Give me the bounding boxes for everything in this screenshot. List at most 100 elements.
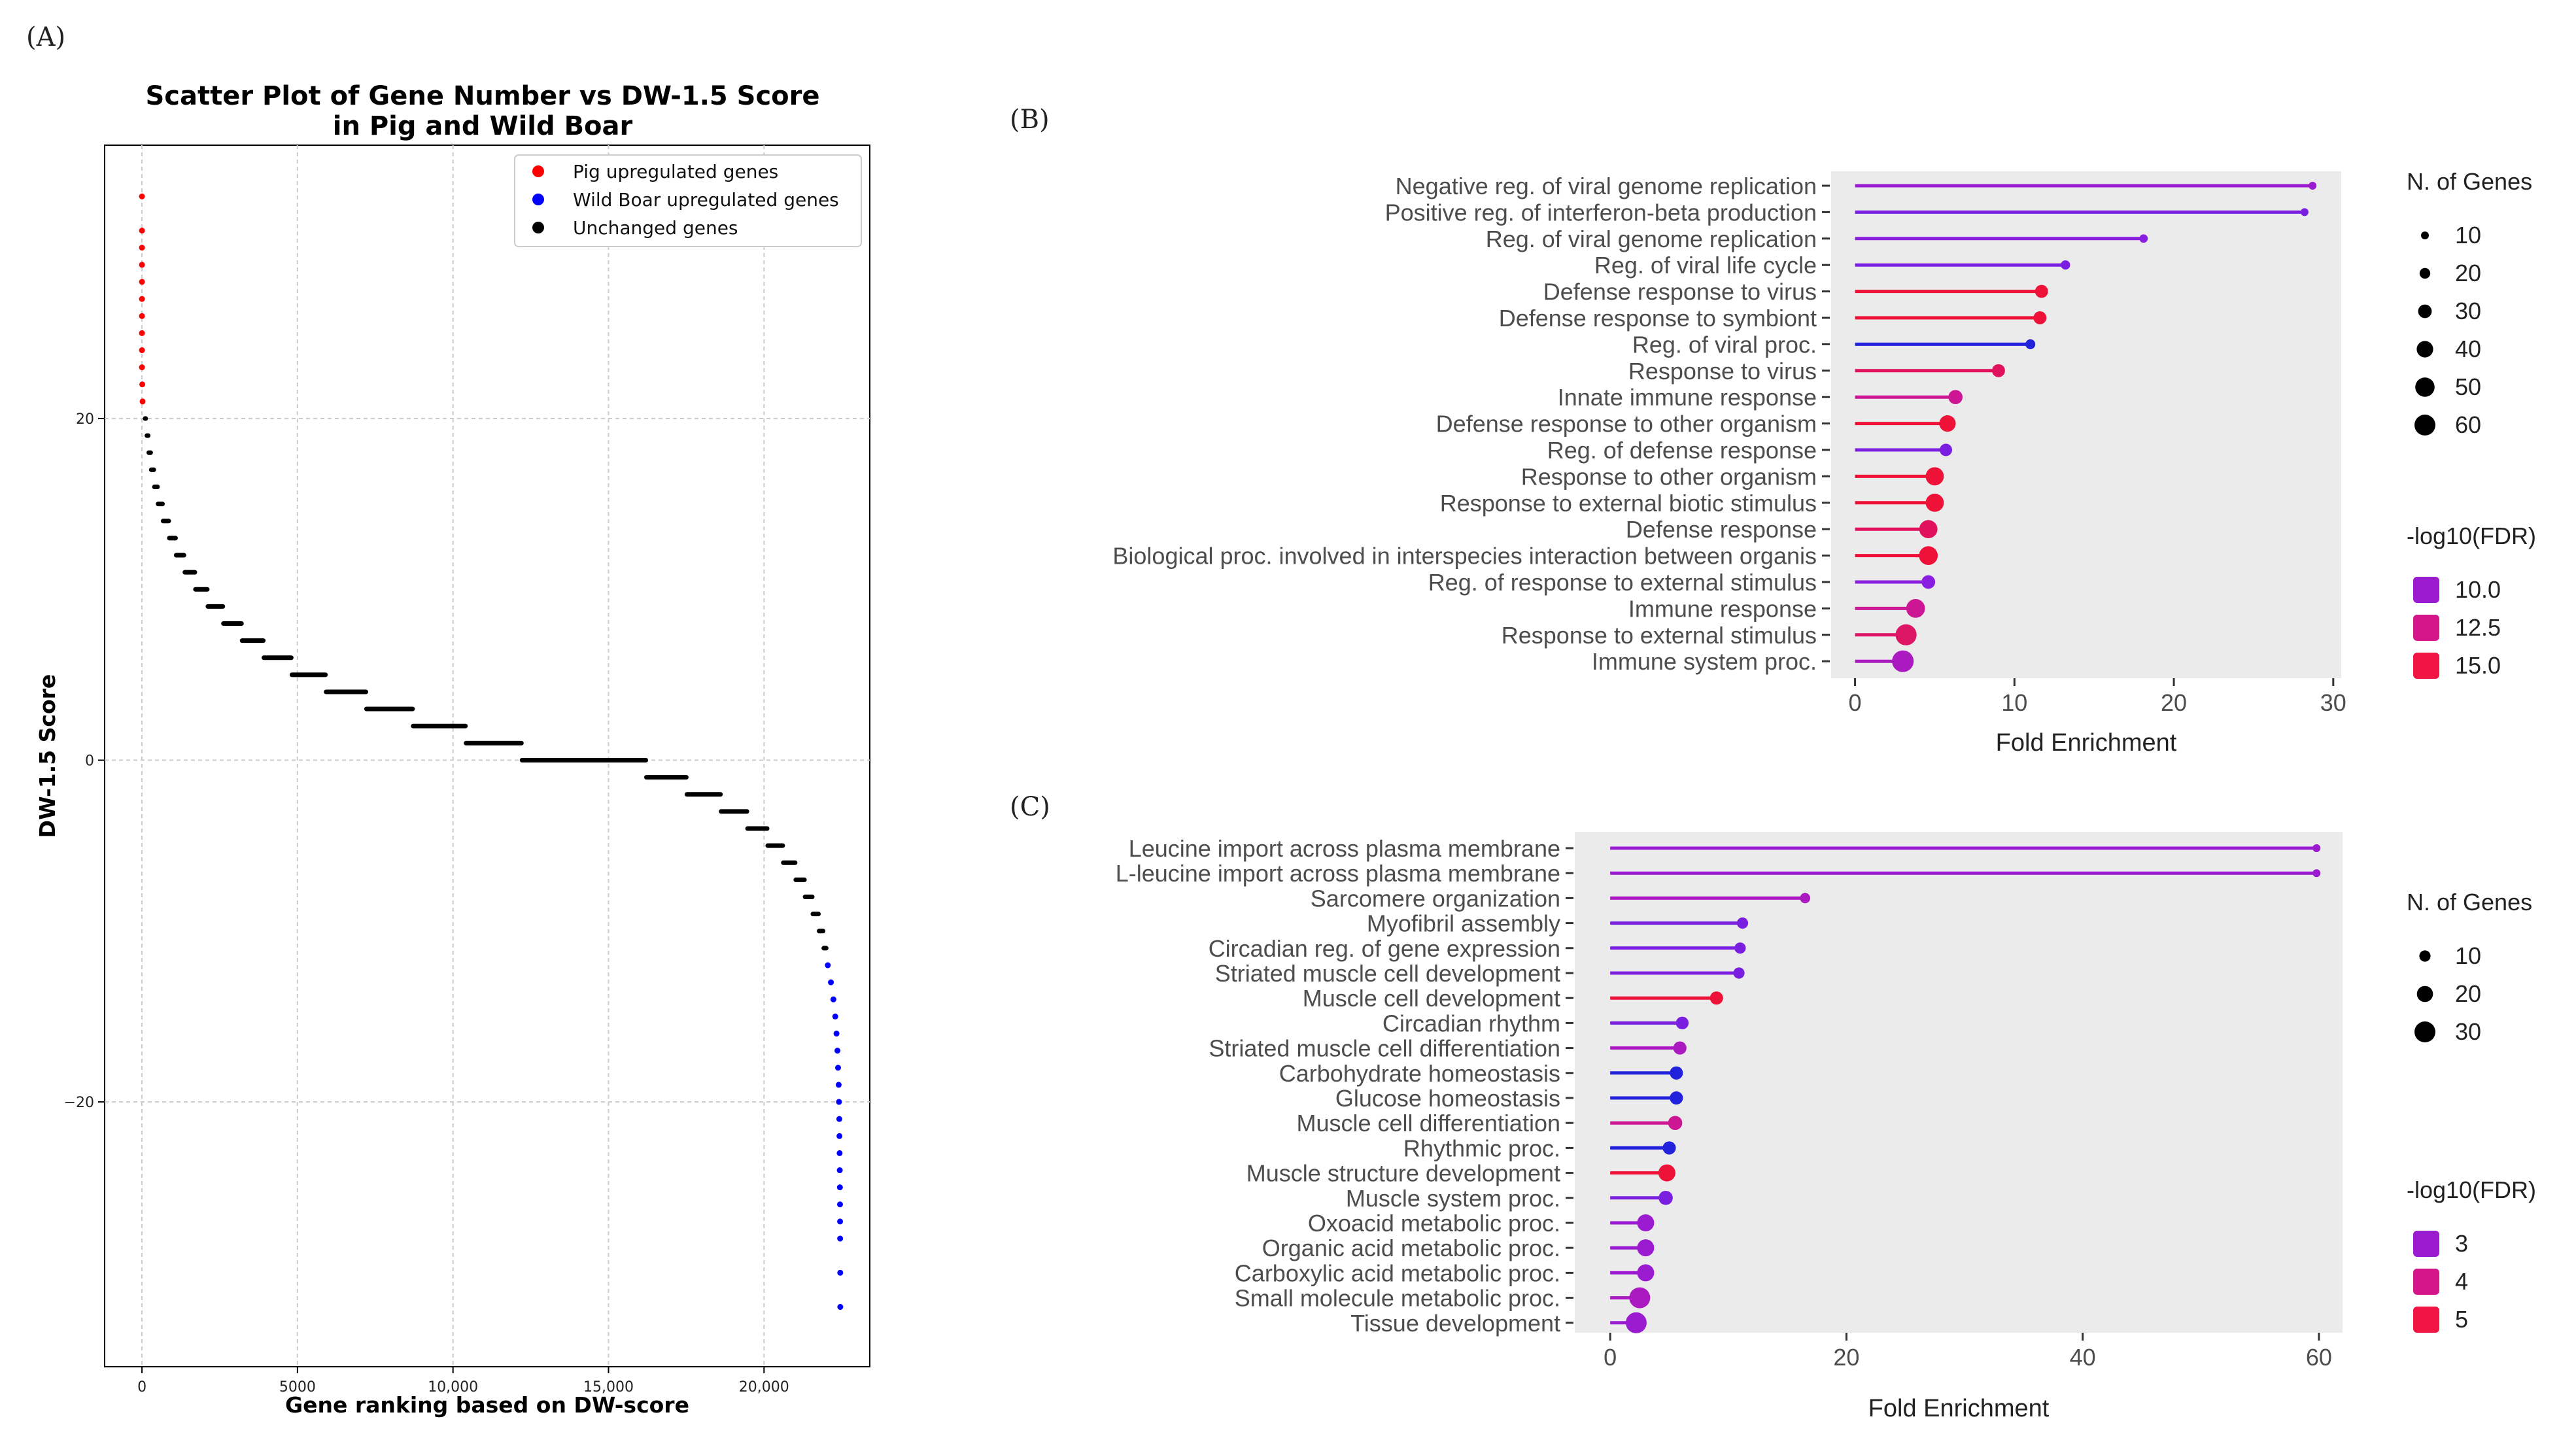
color-legend-swatch <box>2413 615 2439 641</box>
pig-upregulated-point <box>139 364 145 371</box>
pig-upregulated-series <box>139 193 146 405</box>
color-legend-label: 15.0 <box>2455 652 2501 679</box>
pig-upregulated-point <box>139 245 145 251</box>
term-label: Small molecule metabolic proc. <box>1235 1285 1560 1312</box>
wild-boar-upregulated-point <box>832 1013 838 1019</box>
wild-boar-upregulated-point <box>837 1235 844 1242</box>
lollipop-panel-b: Negative reg. of viral genome replicatio… <box>1112 168 2536 757</box>
enrichment-point <box>1668 1116 1683 1131</box>
enrichment-point <box>2035 284 2048 298</box>
size-legend-label: 20 <box>2455 980 2481 1007</box>
size-legend-marker <box>2421 231 2429 239</box>
size-legend-marker <box>2414 415 2435 436</box>
legend-marker-wild-boar <box>532 194 544 205</box>
scatter-grid <box>105 145 870 1367</box>
term-label: Striated muscle cell development <box>1215 960 1560 987</box>
color-legend-label: 3 <box>2455 1230 2468 1257</box>
size-legend-label: 60 <box>2455 411 2481 438</box>
wild-boar-upregulated-point <box>836 1184 843 1191</box>
enrichment-point <box>2300 208 2309 216</box>
y-tick-label: −20 <box>64 1095 94 1111</box>
term-label: Myofibril assembly <box>1367 910 1560 937</box>
scatter-axis-ticks: 0 5000 10,000 15,000 20,000 −20 0 20 <box>64 411 789 1395</box>
color-legend-label: 10.0 <box>2455 576 2501 603</box>
enrichment-point <box>1991 364 2005 377</box>
wild-boar-upregulated-point <box>834 1048 841 1054</box>
enrichment-point <box>1709 991 1723 1005</box>
enrichment-point <box>1625 1312 1647 1333</box>
term-label: Defense response to other organism <box>1436 411 1817 437</box>
term-label: Muscle cell differentiation <box>1296 1110 1560 1137</box>
wild-boar-upregulated-point <box>828 979 834 985</box>
wild-boar-upregulated-series <box>825 962 844 1310</box>
pig-upregulated-point <box>139 296 145 302</box>
size-legend-marker <box>2414 1021 2435 1042</box>
color-legend-swatch <box>2413 1307 2439 1333</box>
scatter-x-axis-label: Gene ranking based on DW-score <box>285 1392 689 1418</box>
size-legend-marker <box>2416 985 2433 1002</box>
x-tick-label: 15,000 <box>583 1379 634 1395</box>
enrichment-point <box>1658 1164 1675 1182</box>
size-legend-label: 40 <box>2455 335 2481 362</box>
term-label: Oxoacid metabolic proc. <box>1308 1210 1560 1237</box>
term-label: Muscle cell development <box>1303 985 1560 1012</box>
term-label: Tissue development <box>1350 1310 1560 1337</box>
term-label: Sarcomere organization <box>1311 885 1560 912</box>
term-label: Reg. of viral life cycle <box>1594 252 1817 279</box>
enrichment-point <box>1670 1091 1683 1105</box>
wild-boar-upregulated-point <box>837 1269 844 1276</box>
unchanged-genes-series <box>143 416 829 951</box>
enrichment-point <box>2061 260 2070 270</box>
size-legend-marker <box>2418 304 2432 318</box>
plot-background <box>1575 832 2343 1333</box>
pig-upregulated-point <box>139 228 145 234</box>
x-tick-label: 30 <box>2320 689 2346 716</box>
panel-label-a: (A) <box>26 22 65 52</box>
enrichment-point <box>1658 1190 1673 1205</box>
enrichment-point <box>1673 1041 1687 1055</box>
enrichment-point <box>1670 1066 1683 1080</box>
term-label: Reg. of viral proc. <box>1632 331 1817 358</box>
scatter-y-axis-label: DW-1.5 Score <box>35 674 60 838</box>
enrichment-point <box>2312 869 2321 878</box>
term-label: Defense response to symbiont <box>1499 305 1817 332</box>
enrichment-point <box>1948 390 1963 405</box>
term-label: Negative reg. of viral genome replicatio… <box>1396 173 1817 199</box>
wild-boar-upregulated-point <box>836 1116 842 1122</box>
wild-boar-upregulated-point <box>834 1065 841 1071</box>
term-label: Reg. of defense response <box>1547 437 1817 464</box>
scatter-legend: Pig upregulated genes Wild Boar upregula… <box>514 154 862 247</box>
size-legend-label: 30 <box>2455 1018 2481 1045</box>
enrichment-point <box>1736 917 1749 929</box>
y-tick-label: 0 <box>85 753 94 770</box>
x-tick-label: 20 <box>2161 689 2187 716</box>
enrichment-point <box>1925 467 1944 486</box>
size-legend-marker <box>2416 341 2433 358</box>
x-tick-label: 0 <box>1849 689 1862 716</box>
enrichment-point <box>1919 546 1938 565</box>
pig-upregulated-point <box>139 330 145 336</box>
enrichment-point <box>1919 520 1938 539</box>
wild-boar-upregulated-point <box>836 1167 843 1174</box>
wild-boar-upregulated-point <box>830 996 836 1002</box>
scatter-title-line1: Scatter Plot of Gene Number vs DW-1.5 Sc… <box>145 81 819 111</box>
enrichment-point <box>1895 624 1917 645</box>
size-legend-marker <box>2419 267 2431 279</box>
legend-label-wild-boar: Wild Boar upregulated genes <box>573 189 839 211</box>
color-legend-swatch <box>2413 1231 2439 1257</box>
term-label: Response to other organism <box>1521 463 1817 490</box>
enrichment-point <box>1800 893 1811 904</box>
wild-boar-upregulated-point <box>836 1150 843 1156</box>
x-tick-label: 40 <box>2070 1344 2096 1371</box>
term-label: Defense response to virus <box>1543 279 1817 305</box>
pig-upregulated-point <box>139 398 146 405</box>
size-legend-marker <box>2419 950 2431 962</box>
term-label: Leucine import across plasma membrane <box>1129 835 1560 862</box>
wild-boar-upregulated-point <box>836 1201 843 1208</box>
size-legend-label: 10 <box>2455 942 2481 969</box>
enrichment-point <box>1939 443 1953 456</box>
pig-upregulated-point <box>139 313 145 319</box>
color-legend-label: 4 <box>2455 1268 2468 1295</box>
enrichment-point <box>1675 1016 1689 1030</box>
